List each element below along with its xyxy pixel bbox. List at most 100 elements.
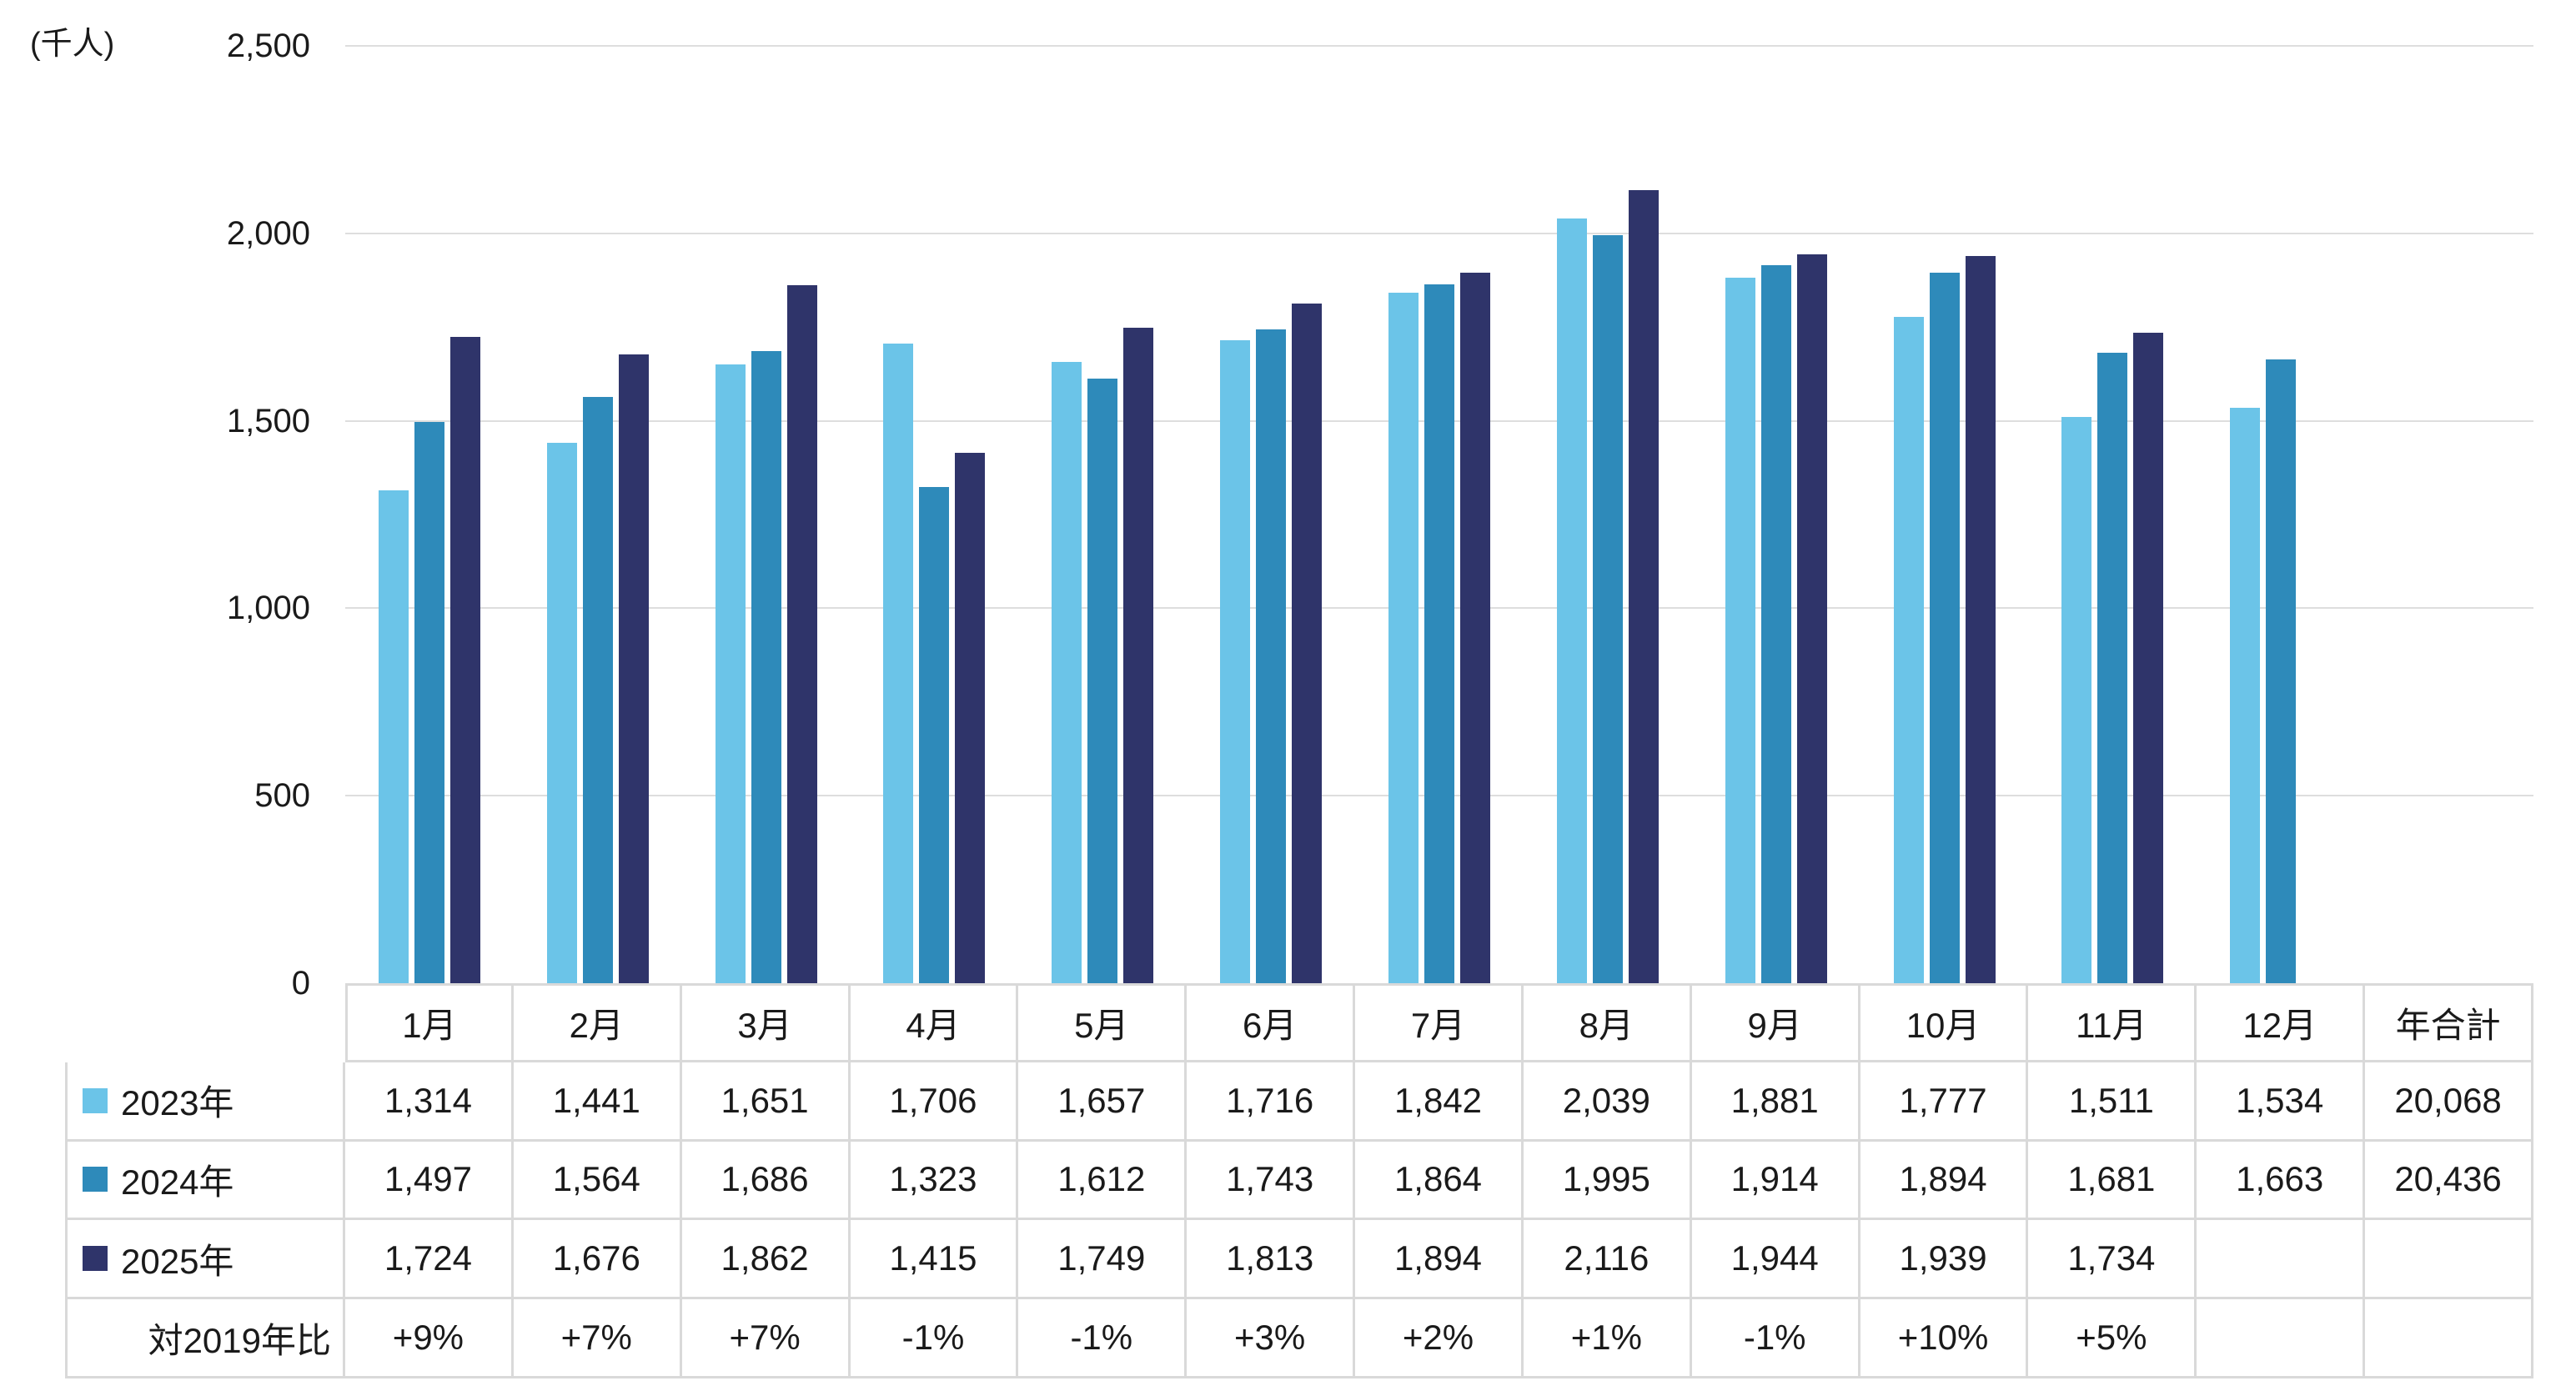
bar-2024-m12: [2266, 359, 2297, 983]
cell-2023-m12: 1,534: [2197, 1062, 2366, 1142]
y-axis-tick-label: 0: [291, 965, 310, 1002]
cell-2025-m6: 1,813: [1187, 1220, 1356, 1300]
cell-2023-total: 20,068: [2365, 1062, 2533, 1142]
header-month-1: 1月: [345, 983, 514, 1062]
cell-2023-m10: 1,777: [1860, 1062, 2029, 1142]
header-month-12: 12月: [2197, 983, 2366, 1062]
bar-2023-m5: [1052, 362, 1082, 983]
comparison-cell-m4: -1%: [850, 1299, 1019, 1378]
bar-2024-m8: [1592, 235, 1623, 983]
bar-2024-m9: [1760, 265, 1791, 983]
comparison-cell-m1: +9%: [345, 1299, 514, 1378]
cell-2024-m12: 1,663: [2197, 1141, 2366, 1221]
cell-2023-m5: 1,657: [1018, 1062, 1188, 1142]
cell-2024-m4: 1,323: [850, 1141, 1019, 1221]
header-total: 年合計: [2365, 983, 2533, 1062]
bar-2023-m1: [378, 490, 409, 983]
cell-2023-m2: 1,441: [513, 1062, 682, 1142]
comparison-cell-m3: +7%: [681, 1299, 851, 1378]
series-name-label: 2025年: [121, 1241, 234, 1281]
bar-2025-m8: [1628, 189, 1659, 983]
header-month-4: 4月: [850, 983, 1019, 1062]
cell-2025-m3: 1,862: [681, 1220, 851, 1300]
cell-2024-m1: 1,497: [345, 1141, 514, 1221]
cell-2024-m3: 1,686: [681, 1141, 851, 1221]
comparison-cell-m5: -1%: [1018, 1299, 1188, 1378]
cell-2025-m10: 1,939: [1860, 1220, 2029, 1300]
gridline: [345, 45, 2533, 47]
bar-2023-m8: [1556, 218, 1587, 983]
series-name-label: 2023年: [121, 1083, 234, 1123]
header-month-2: 2月: [513, 983, 682, 1062]
series-name-label: 2024年: [121, 1162, 234, 1202]
y-axis-unit-label: (千人): [30, 27, 115, 62]
row-label-2025: 2025年: [65, 1220, 345, 1300]
cell-2023-m8: 2,039: [1523, 1062, 1692, 1142]
header-month-5: 5月: [1018, 983, 1188, 1062]
bar-2025-m6: [1292, 303, 1323, 983]
cell-2023-m4: 1,706: [850, 1062, 1019, 1142]
legend-swatch-2024: [83, 1167, 108, 1193]
bar-2024-m10: [1929, 273, 1960, 983]
cell-2023-m7: 1,842: [1355, 1062, 1524, 1142]
header-month-10: 10月: [1860, 983, 2029, 1062]
comparison-cell-m8: +1%: [1523, 1299, 1692, 1378]
cell-2024-m6: 1,743: [1187, 1141, 1356, 1221]
header-month-6: 6月: [1187, 983, 1356, 1062]
comparison-cell-m6: +3%: [1187, 1299, 1356, 1378]
comparison-cell-m10: +10%: [1860, 1299, 2029, 1378]
legend-swatch-2023: [83, 1087, 108, 1113]
data-table: 1月 2月 3月 4月 5月 6月 7月 8月 9月 10月 11月 12月 年合計 2023年 1,314…: [65, 983, 2533, 1378]
bar-2023-m7: [1388, 292, 1419, 983]
cell-2025-total: [2365, 1220, 2533, 1300]
y-axis-tick-label: 1,500: [226, 402, 310, 439]
cell-2025-m9: 1,944: [1691, 1220, 1860, 1300]
comparison-cell-m7: +2%: [1355, 1299, 1524, 1378]
bar-2023-m12: [2230, 408, 2261, 983]
bar-2024-m1: [414, 421, 444, 983]
bar-2025-m7: [1460, 273, 1490, 983]
header-month-11: 11月: [2028, 983, 2197, 1062]
y-axis-tick-label: 2,500: [226, 28, 310, 64]
cell-2024-m5: 1,612: [1018, 1141, 1188, 1221]
bar-2025-m9: [1796, 254, 1827, 983]
comparison-cell-total: [2365, 1299, 2533, 1378]
bar-2024-m4: [919, 487, 950, 983]
bar-2023-m2: [546, 443, 577, 983]
cell-2023-m9: 1,881: [1691, 1062, 1860, 1142]
bar-2023-m3: [715, 364, 746, 983]
cell-2024-m9: 1,914: [1691, 1141, 1860, 1221]
header-month-7: 7月: [1355, 983, 1524, 1062]
bar-2024-m3: [751, 350, 781, 983]
legend-swatch-2025: [83, 1246, 108, 1272]
header-month-3: 3月: [681, 983, 851, 1062]
comparison-cell-m12: [2197, 1299, 2366, 1378]
cell-2025-m8: 2,116: [1523, 1220, 1692, 1300]
cell-2023-m11: 1,511: [2028, 1062, 2197, 1142]
row-label-2023: 2023年: [65, 1062, 345, 1142]
bar-2025-m2: [618, 354, 649, 983]
bar-2025-m1: [449, 336, 480, 983]
plot-area: [345, 45, 2533, 983]
bar-2023-m9: [1725, 278, 1755, 983]
y-axis-tick-label: 500: [254, 777, 310, 815]
cell-2025-m11: 1,734: [2028, 1220, 2197, 1300]
cell-2023-m3: 1,651: [681, 1062, 851, 1142]
bar-2025-m10: [1965, 256, 1996, 983]
gridline: [345, 232, 2533, 234]
comparison-row-label: 対2019年比: [65, 1299, 345, 1378]
y-axis-tick-label: 1,000: [226, 590, 310, 627]
cell-2025-m1: 1,724: [345, 1220, 514, 1300]
comparison-cell-m2: +7%: [513, 1299, 682, 1378]
bar-2023-m11: [2061, 416, 2092, 983]
cell-2023-m6: 1,716: [1187, 1062, 1356, 1142]
bar-2025-m5: [1123, 327, 1154, 983]
bar-2023-m10: [1893, 317, 1924, 983]
cell-2024-m11: 1,681: [2028, 1141, 2197, 1221]
bar-2024-m11: [2097, 353, 2128, 983]
cell-2025-m4: 1,415: [850, 1220, 1019, 1300]
bar-2025-m4: [955, 452, 986, 983]
cell-2024-m2: 1,564: [513, 1141, 682, 1221]
bar-2024-m2: [582, 396, 613, 983]
